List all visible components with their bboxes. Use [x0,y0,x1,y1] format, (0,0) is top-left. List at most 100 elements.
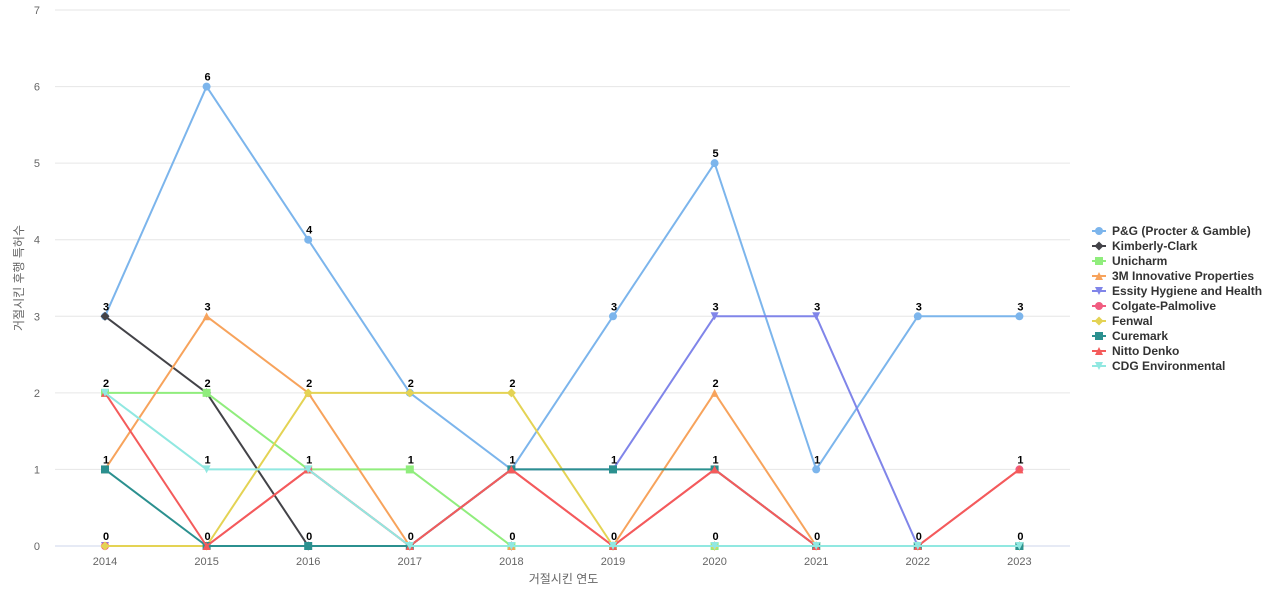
series-essity-hygiene-and-health [101,312,1024,550]
series-line [104,315,1020,547]
data-label: 5 [713,148,719,160]
data-label: 0 [1017,531,1023,543]
data-point [202,465,211,474]
data-label: 2 [713,378,719,390]
data-label: 6 [205,72,211,84]
series-line [104,315,1020,547]
data-point [609,542,617,550]
legend-label: Kimberly-Clark [1112,239,1198,253]
data-point [1015,465,1024,474]
data-label: 1 [306,454,312,466]
legend-item-colgate-palmolive[interactable]: Colgate-Palmolive [1092,299,1216,313]
series-line [104,392,1020,547]
legend-label: P&G (Procter & Gamble) [1112,224,1251,238]
series-kimberly-clark [100,311,1024,551]
legend-item-curemark[interactable]: Curemark [1092,329,1168,343]
y-tick-label: 3 [34,311,40,323]
data-point [710,159,719,168]
data-label: 2 [306,378,312,390]
data-point [101,388,109,397]
data-point [100,311,110,321]
data-point [405,465,414,474]
data-label: 3 [611,301,617,313]
legend-item-fenwal[interactable]: Fenwal [1092,314,1153,328]
x-tick-label: 2023 [1007,556,1031,568]
y-axis-title: 거절시킨 후행 특허수 [11,225,26,331]
data-point [609,465,617,474]
legend-label: 3M Innovative Properties [1112,269,1254,283]
data-point [1015,312,1024,321]
legend-symbol [1095,227,1103,235]
data-point [304,542,313,550]
x-axis-title: 거절시킨 연도 [529,572,599,586]
x-tick-label: 2014 [93,556,117,568]
data-point [1015,542,1024,550]
data-point [609,312,617,321]
series-cdg-environmental [101,388,1024,550]
legend-item-nitto-denko[interactable]: Nitto Denko [1092,344,1179,358]
data-point [913,542,922,550]
data-point [710,542,719,550]
legend-item-3m-innovative-properties[interactable]: 3M Innovative Properties [1092,269,1254,283]
data-label: 0 [814,531,820,543]
data-label: 1 [408,454,414,466]
y-tick-label: 7 [34,5,40,17]
data-label: 2 [103,378,109,390]
legend-label: Colgate-Palmolive [1112,299,1216,313]
data-point [507,542,516,550]
data-label: 3 [713,301,719,313]
data-label: 1 [814,454,820,466]
series-p-g-procter-gamble [101,82,1024,474]
data-point [710,388,719,397]
x-tick-label: 2018 [499,556,523,568]
data-label: 0 [509,531,515,543]
data-label: 3 [1017,301,1023,313]
data-label: 0 [103,531,109,543]
data-label: 2 [408,378,414,390]
x-tick-label: 2017 [398,556,422,568]
legend-symbol [1095,347,1103,355]
data-point [202,312,211,321]
data-point [812,542,821,550]
legend-item-kimberly-clark[interactable]: Kimberly-Clark [1092,239,1198,253]
y-tick-label: 5 [34,158,40,170]
legend-item-p-g-procter-gamble[interactable]: P&G (Procter & Gamble) [1092,224,1251,238]
data-label: 2 [205,378,211,390]
data-label: 1 [713,454,719,466]
x-tick-label: 2015 [194,556,218,568]
data-labels: 3 2 1 0 6 3 2 1 0 4 2 1 0 2 1 0 2 1 0 3 1 0 5 3 2 1 0 3 1 0 3 0 3 1 0 [103,72,1024,543]
data-point [303,388,313,398]
legend-symbol [1095,302,1103,310]
data-label: 0 [306,531,312,543]
series-3m-innovative-properties [101,312,1024,550]
legend-item-cdg-environmental[interactable]: CDG Environmental [1092,359,1225,373]
data-label: 3 [916,301,922,313]
data-point [507,465,516,474]
legend-symbol [1095,272,1103,280]
legend-symbol [1095,287,1103,295]
series-line [104,85,1020,471]
series-lines [100,82,1024,551]
data-label: 4 [306,225,313,237]
legend-label: Nitto Denko [1112,344,1179,358]
legend-symbol [1094,316,1104,326]
legend-label: Fenwal [1112,314,1153,328]
data-point [812,312,821,321]
data-label: 0 [205,531,211,543]
y-tick-label: 6 [34,82,40,94]
legend-item-unicharm[interactable]: Unicharm [1092,254,1167,268]
data-label: 1 [103,454,109,466]
data-label: 3 [103,301,109,313]
data-point [202,542,211,550]
legend-item-essity-hygiene-and-health[interactable]: Essity Hygiene and Health [1092,284,1262,298]
data-point [506,388,516,398]
legend-symbol [1095,332,1103,340]
legend-symbol [1095,362,1103,370]
legend-label: Essity Hygiene and Health [1112,284,1262,298]
data-point [710,312,719,321]
data-point [304,465,313,474]
data-point [710,465,719,474]
